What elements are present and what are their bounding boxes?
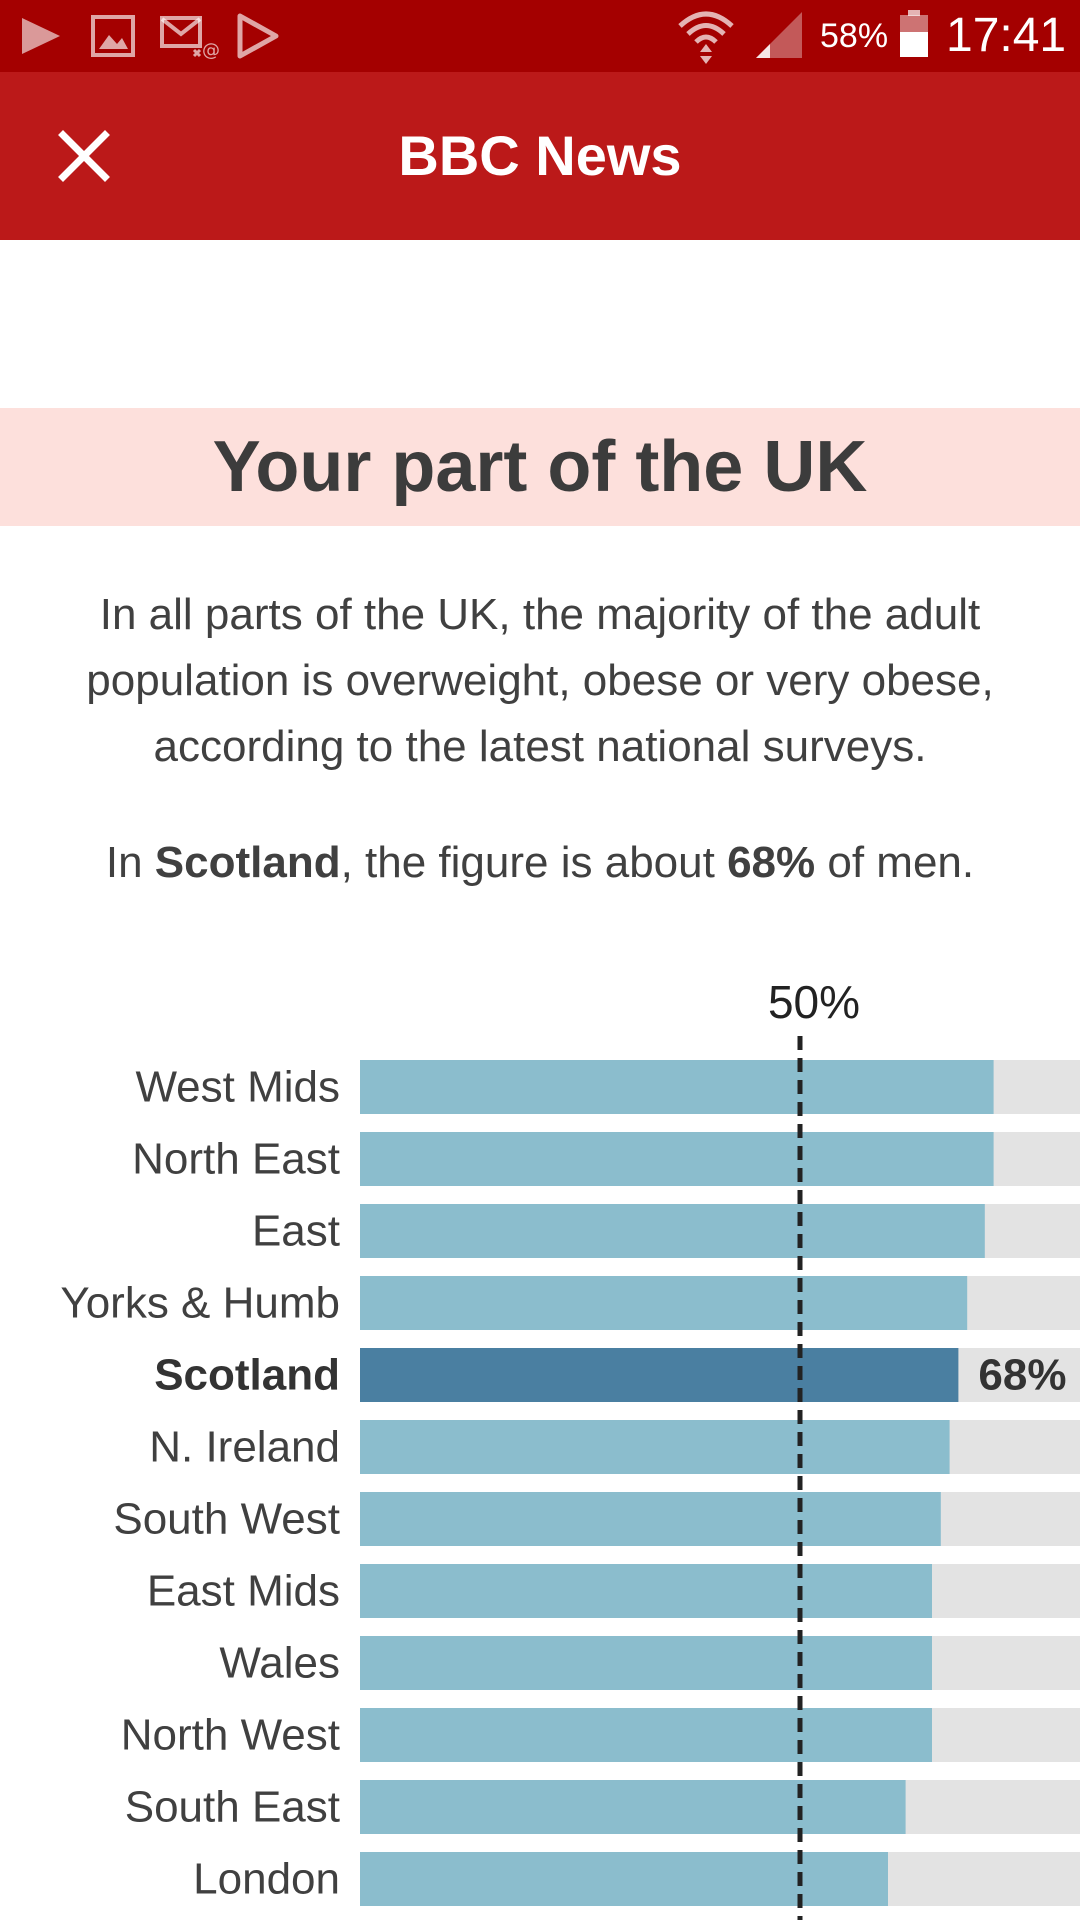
chart-svg: West Mids North East East Yorks & Humb Scotl…: [60, 976, 1080, 1920]
highlight-region: Scotland: [154, 838, 341, 887]
value-label: 68%: [978, 1351, 1066, 1400]
clock: 17:41: [946, 9, 1067, 62]
bar: [360, 1492, 941, 1546]
bar-highlight: [360, 1348, 959, 1402]
play-store-icon: [22, 18, 60, 54]
category-label: South East: [125, 1783, 340, 1832]
category-label: London: [193, 1855, 340, 1904]
battery-icon: [900, 10, 928, 57]
gallery-icon: [91, 15, 135, 57]
category-label: N. Ireland: [149, 1423, 340, 1472]
category-label: Scotland: [154, 1351, 340, 1400]
play-arrow-icon: [237, 13, 279, 59]
category-label: South West: [113, 1495, 340, 1544]
bar: [360, 1204, 985, 1258]
wifi-icon: [678, 11, 734, 64]
app-title: BBC News: [398, 124, 682, 187]
highlight-suffix: of men.: [815, 838, 975, 887]
region-bar-chart: West Mids North East East Yorks & Humb Scotl…: [0, 960, 1080, 1920]
close-button[interactable]: [40, 112, 128, 200]
battery-percentage: 58%: [820, 17, 889, 55]
category-label: West Mids: [135, 1063, 340, 1112]
bar: [360, 1708, 932, 1762]
bar: [360, 1852, 888, 1906]
category-label: North East: [132, 1135, 340, 1184]
close-icon: [58, 130, 110, 182]
section-title: Your part of the UK: [212, 427, 868, 507]
highlight-middle: , the figure is about: [340, 838, 728, 887]
category-label: East Mids: [147, 1567, 340, 1616]
bar: [360, 1564, 932, 1618]
reference-line-label: 50%: [768, 976, 860, 1028]
bar: [360, 1132, 994, 1186]
bar: [360, 1780, 906, 1834]
svg-text:@: @: [202, 40, 220, 61]
highlight-sentence: In Scotland, the figure is about 68% of …: [0, 830, 1080, 896]
highlight-prefix: In: [105, 838, 155, 887]
status-bar: @ 58% 17:41: [0, 0, 1080, 72]
bar: [360, 1636, 932, 1690]
bar: [360, 1060, 994, 1114]
cell-signal-icon: [756, 12, 802, 58]
bar: [360, 1276, 968, 1330]
category-label: Wales: [219, 1639, 340, 1688]
category-label: North West: [121, 1711, 340, 1760]
intro-paragraph: In all parts of the UK, the majority of …: [86, 590, 994, 771]
category-label: East: [252, 1207, 340, 1256]
app-bar: BBC News: [0, 72, 1080, 240]
highlight-value: 68%: [727, 838, 816, 887]
category-label: Yorks & Humb: [60, 1279, 340, 1328]
bar: [360, 1420, 950, 1474]
section-header: Your part of the UK: [0, 408, 1080, 526]
email-icon: @: [160, 16, 220, 61]
